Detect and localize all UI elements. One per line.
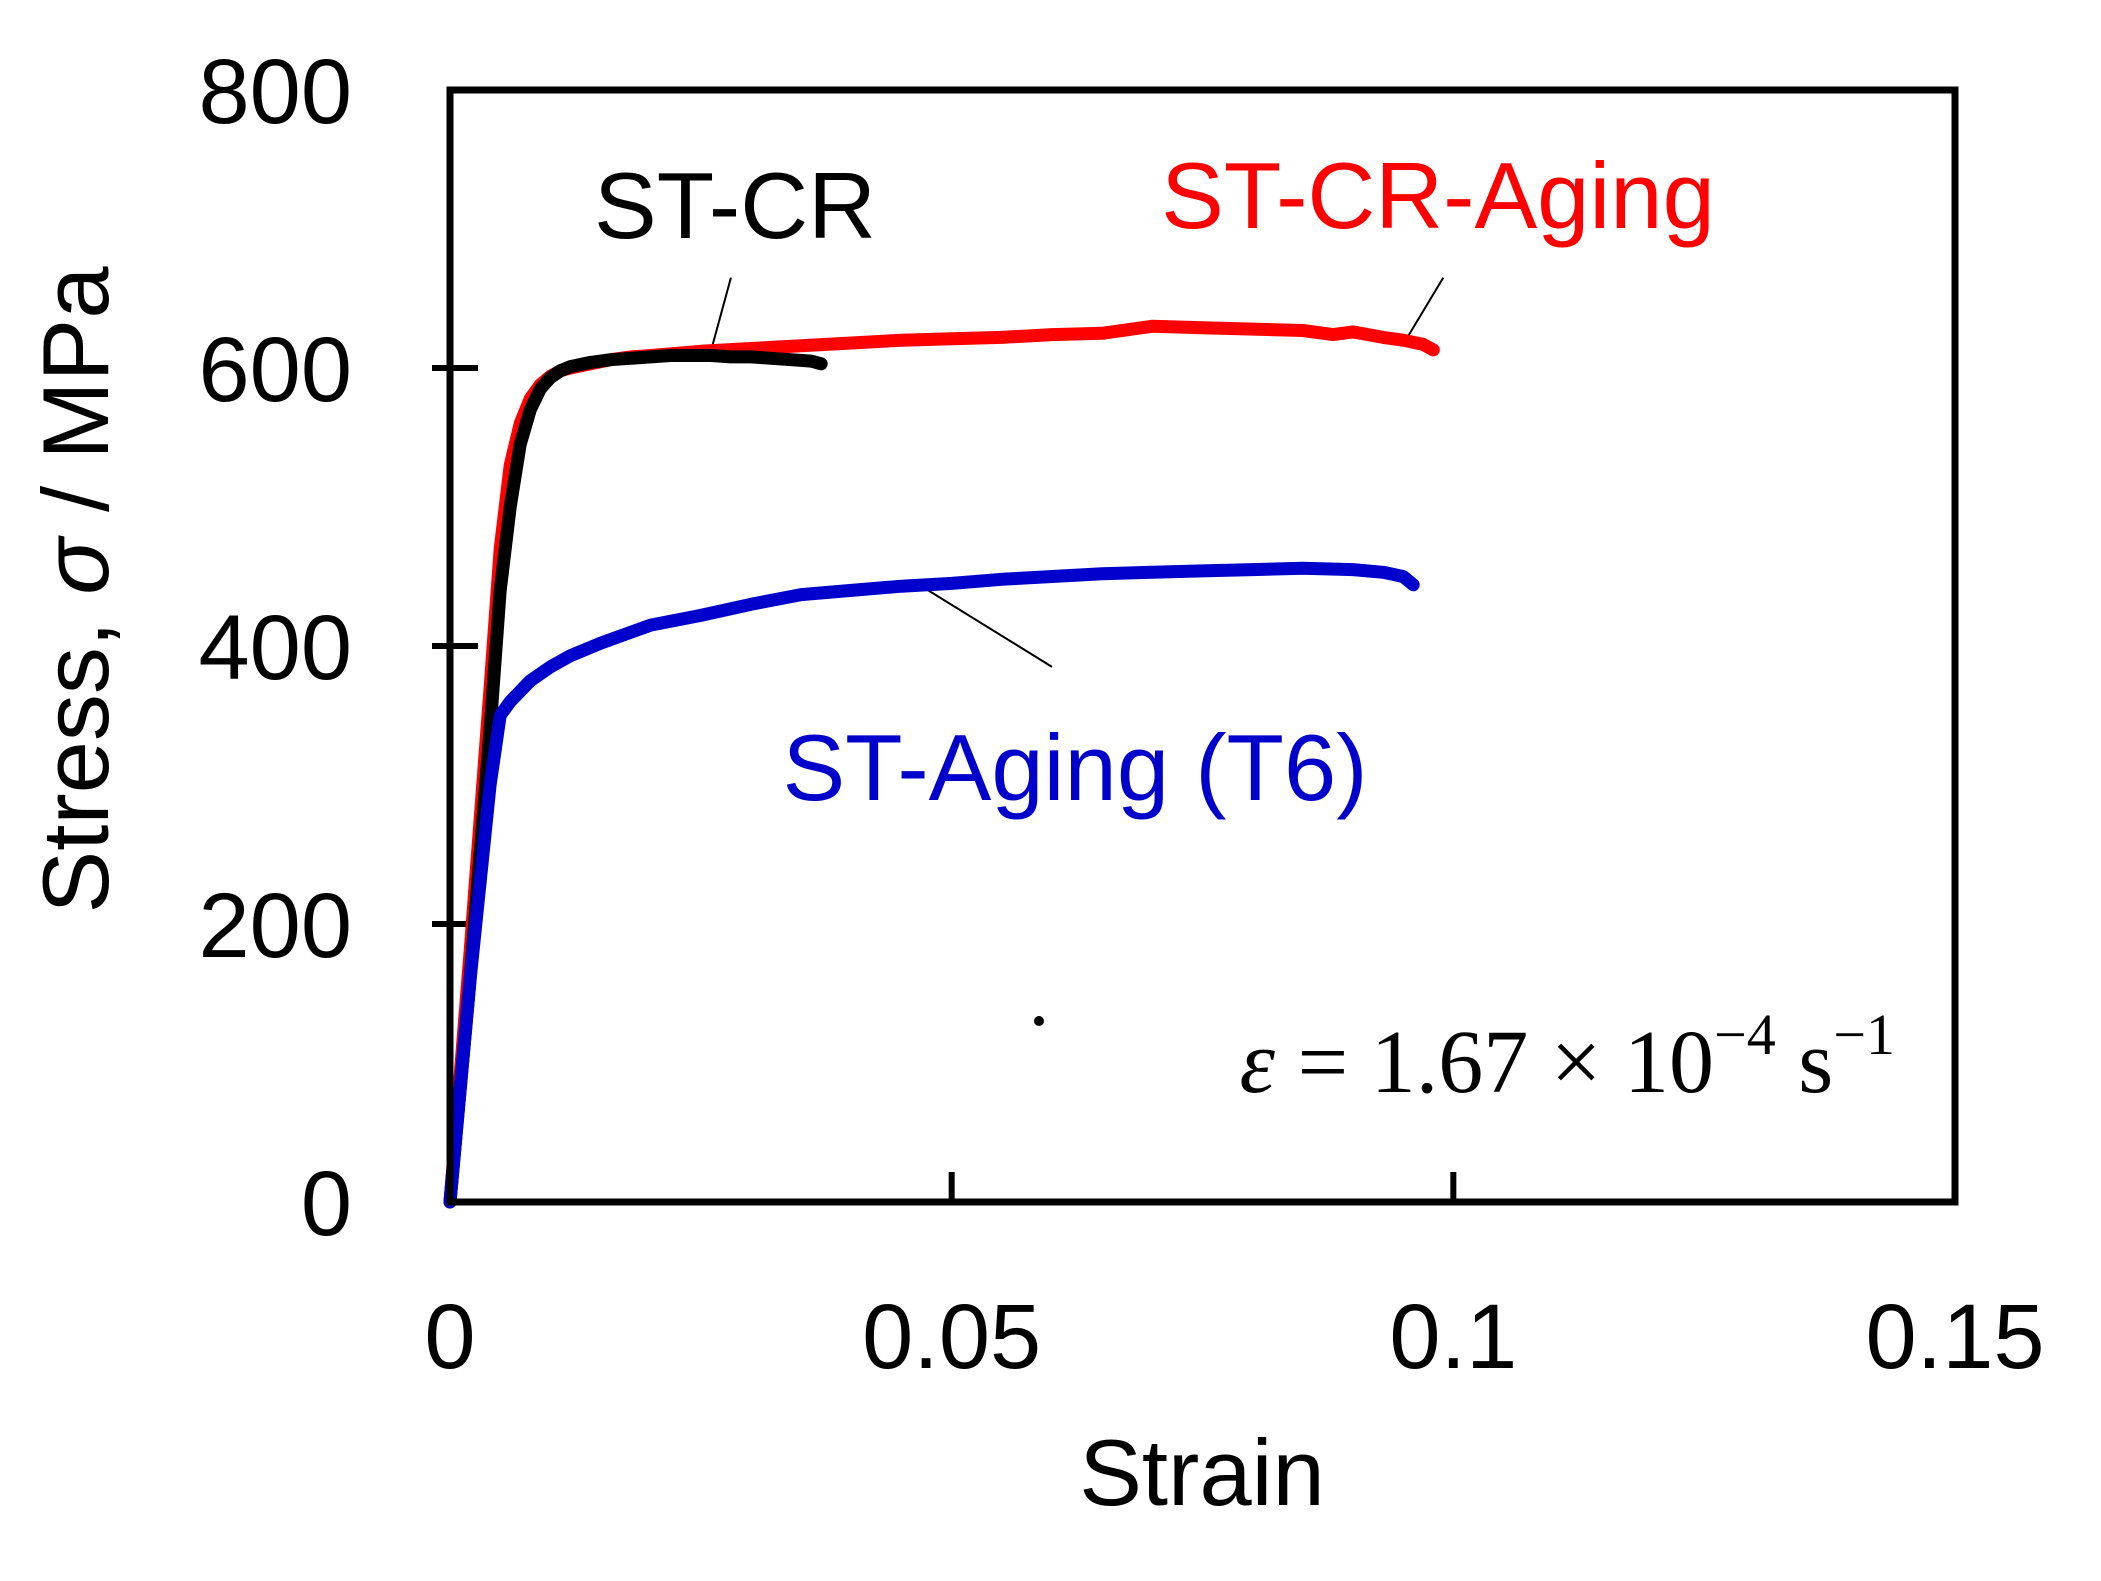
x-tick-label: 0.1 [1389, 1286, 1517, 1388]
x-tick-label: 0.15 [1865, 1286, 2044, 1388]
strain-rate-value: = 1.67 × 10 [1275, 1013, 1714, 1112]
strain-rate-epsilon: ε [1240, 1013, 1276, 1112]
x-tick-label: 0.05 [862, 1286, 1041, 1388]
x-axis-title: Strain [1079, 1420, 1325, 1525]
y-axis-title-prefix: Stress, [23, 595, 128, 914]
strain-rate-unit-exponent: −1 [1833, 1002, 1895, 1067]
y-tick-labels: 0 200 400 600 800 [199, 41, 353, 1255]
series-label: ST-Aging (T6) [782, 715, 1367, 820]
axis-ticks [432, 365, 1457, 1202]
leader-line [1402, 277, 1445, 345]
series-line-2 [443, 561, 1420, 1209]
y-tick-label: 400 [199, 597, 353, 699]
y-tick-label: 0 [301, 1153, 352, 1255]
series-label: ST-CR-Aging [1161, 143, 1715, 248]
strain-rate-annotation: ε = 1.67 × 10−4 s−1 [1240, 1002, 1895, 1112]
series-labels: ST-CR ST-CR-Aging ST-Aging (T6) [594, 143, 1715, 820]
y-tick-label: 200 [199, 875, 353, 977]
y-tick-label: 800 [199, 41, 353, 143]
y-tick-label: 600 [199, 319, 353, 421]
y-axis-title: Stress, σ / MPa [23, 266, 128, 914]
strain-rate-dot [1034, 1016, 1044, 1026]
series-label: ST-CR [594, 153, 876, 258]
leader-lines [709, 277, 1445, 668]
x-tick-labels: 0 0.05 0.1 0.15 [424, 1286, 2044, 1388]
y-axis-title-suffix: / MPa [23, 266, 128, 538]
strain-rate-unit: s [1776, 1013, 1834, 1112]
x-tick-label: 0 [424, 1286, 475, 1388]
strain-rate-exponent: −4 [1714, 1002, 1776, 1067]
series-lines [443, 319, 1440, 1209]
y-axis-title-symbol: σ [23, 535, 128, 595]
leader-line [709, 277, 732, 352]
plot-frame [446, 86, 1959, 1206]
leader-line [921, 585, 1053, 668]
series-line-1 [443, 349, 828, 1209]
